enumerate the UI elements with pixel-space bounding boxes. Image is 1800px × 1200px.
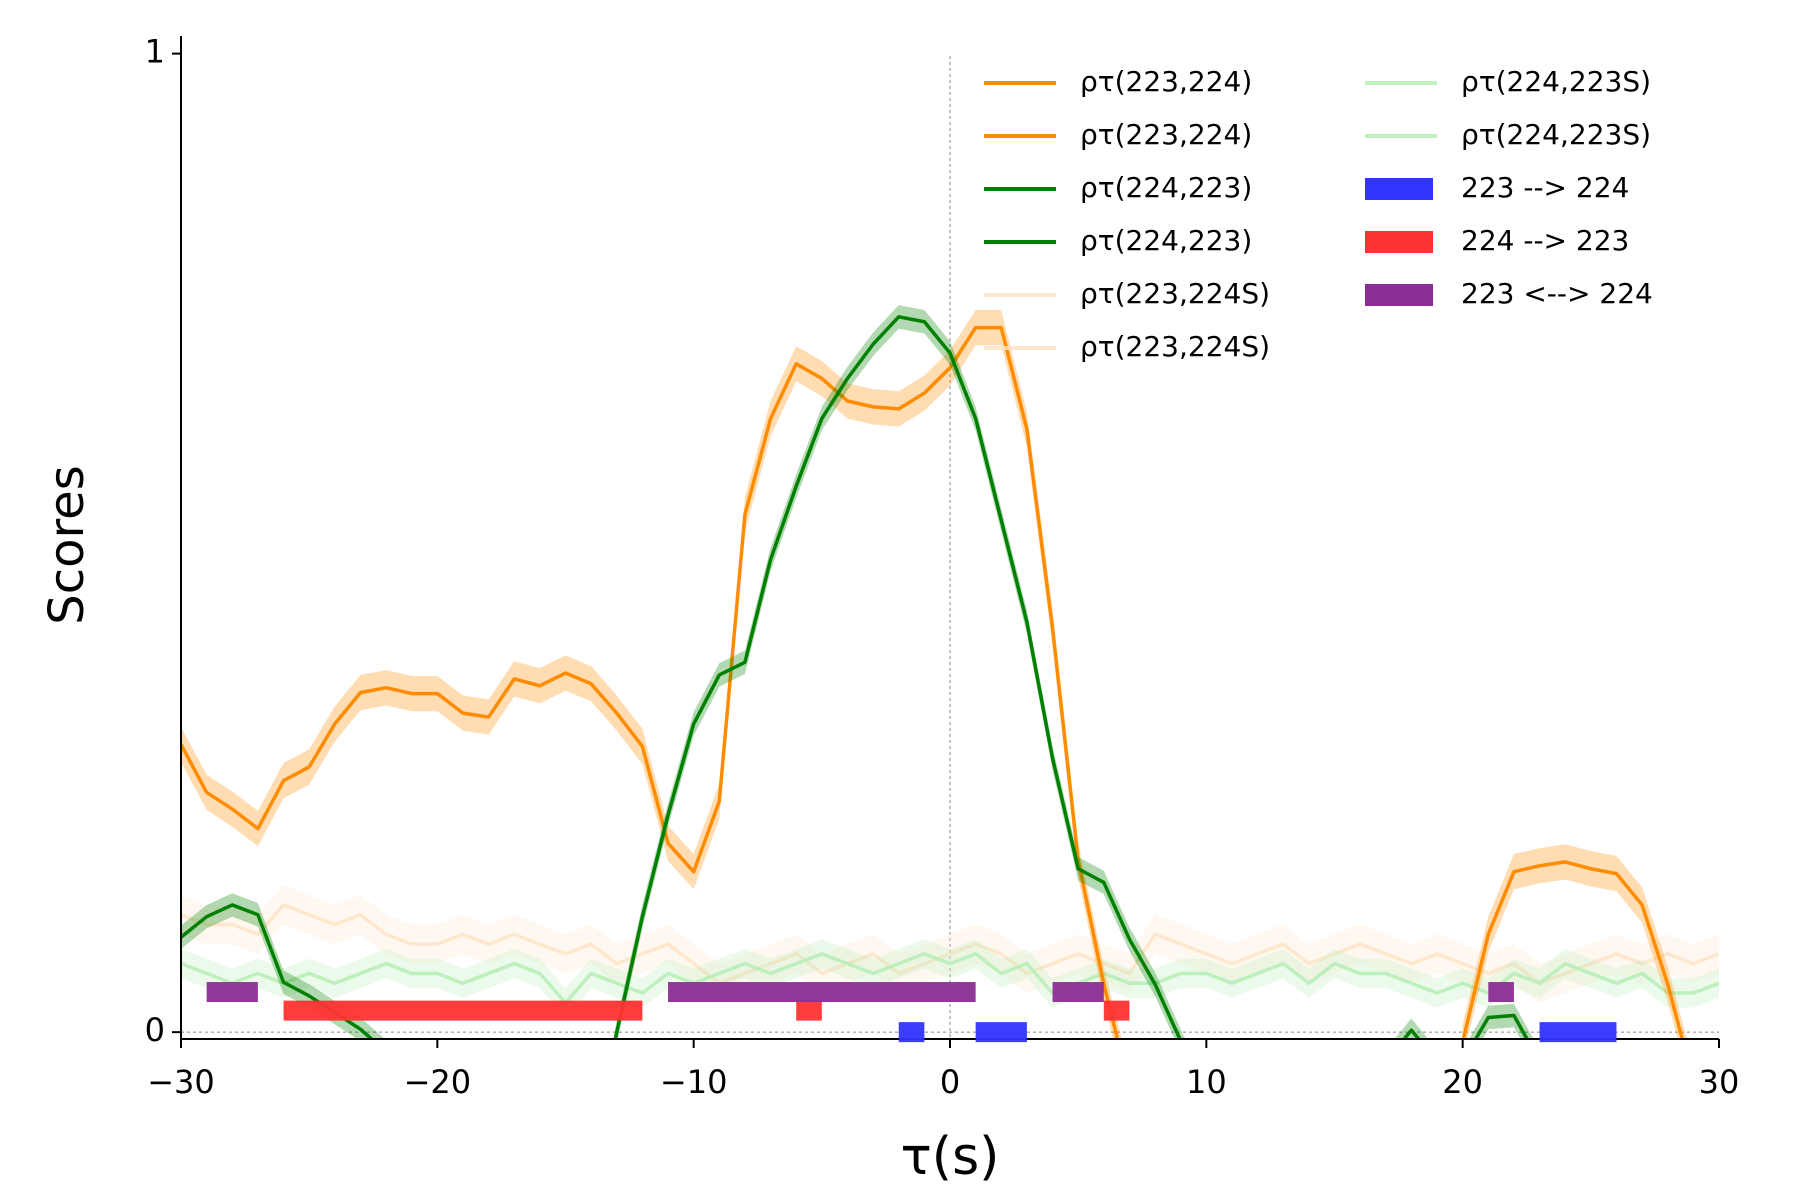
x-tick-label: 0	[940, 1063, 960, 1101]
interval-bar	[1488, 982, 1514, 1003]
x-tick-label: −10	[660, 1063, 728, 1101]
interval-bar	[796, 1000, 822, 1021]
confidence-band	[181, 885, 1719, 1003]
interval-bar	[283, 1000, 643, 1021]
x-tick-label: 10	[1186, 1063, 1227, 1101]
interval-bar	[1052, 982, 1104, 1003]
confidence-band	[181, 939, 1719, 1018]
series-line	[181, 952, 1719, 1005]
legend-label: ρτ(223,224)	[1080, 118, 1252, 151]
interval-bar	[1103, 1000, 1130, 1021]
interval-bar	[975, 1022, 1027, 1043]
y-axis-label: Scores	[39, 465, 95, 624]
y-tick-label: 0	[145, 1011, 165, 1049]
interval-bar	[1539, 1022, 1617, 1043]
confidence-band	[181, 309, 1122, 1039]
legend-label: 223 --> 224	[1461, 171, 1629, 204]
legend-label: ρτ(223,224)	[1080, 65, 1252, 98]
series-line	[181, 315, 1530, 1039]
legend-label: 224 --> 223	[1461, 224, 1629, 257]
legend-label: ρτ(224,223)	[1080, 224, 1252, 257]
plot-area	[181, 56, 1719, 1039]
interval-bar	[668, 982, 976, 1003]
x-tick-label: −30	[147, 1063, 215, 1101]
legend-label: ρτ(223,224S)	[1080, 330, 1270, 363]
series-line	[181, 325, 1685, 1039]
legend-label: ρτ(224,223)	[1080, 171, 1252, 204]
legend-label: ρτ(224,223S)	[1461, 65, 1651, 98]
x-axis-label: τ(s)	[901, 1127, 1000, 1187]
legend-label: ρτ(223,224S)	[1080, 277, 1270, 310]
interval-bar	[206, 982, 258, 1003]
confidence-band	[1394, 1003, 1534, 1039]
y-tick-label: 1	[145, 33, 165, 71]
confidence-band	[613, 305, 1185, 1039]
legend-label: 223 <--> 224	[1461, 277, 1653, 310]
interval-bar	[898, 1022, 925, 1043]
x-tick-label: 20	[1442, 1063, 1483, 1101]
series-line	[181, 903, 1719, 985]
legend-handle	[1365, 231, 1433, 253]
x-tick-label: −20	[404, 1063, 472, 1101]
legend-handle	[1365, 178, 1433, 200]
legend-handle	[1365, 284, 1433, 306]
legend-label: ρτ(224,223S)	[1461, 118, 1651, 151]
x-tick-label: 30	[1699, 1063, 1740, 1101]
